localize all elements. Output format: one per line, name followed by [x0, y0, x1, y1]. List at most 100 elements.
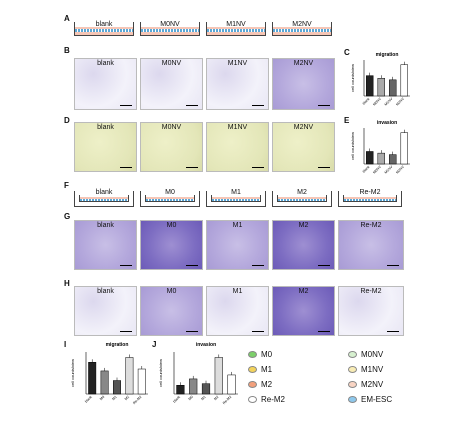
- invasion-chart-j: invasion cell counts/view blank M0 M1 M2 Re-M2: [158, 342, 238, 405]
- micrograph-h-re-m2: Re-M2: [338, 286, 404, 336]
- x-tick-label: Re-M2: [132, 395, 142, 405]
- bar: [125, 357, 134, 395]
- migration-chart-c: migration cell counts/view blank M0NV M1NV M2…: [350, 52, 410, 107]
- panel-label-c: C: [344, 48, 350, 57]
- legend-label: M1: [261, 365, 273, 374]
- chart-title: migration: [376, 52, 399, 58]
- panel-label-a: A: [64, 14, 70, 23]
- micrograph-d-m0nv: M0NV: [140, 122, 203, 172]
- bar: [389, 79, 397, 97]
- legend-item: M1: [248, 365, 272, 374]
- micrograph-b-blank: blank: [74, 58, 137, 110]
- chart-title: invasion: [377, 120, 397, 126]
- well-m0nv: M0NV: [140, 21, 200, 36]
- bar: [88, 362, 97, 395]
- legend-swatch: [348, 351, 357, 358]
- bar: [400, 132, 408, 165]
- y-axis-label: cell counts/view: [70, 359, 75, 387]
- micrograph-d-blank: blank: [74, 122, 137, 172]
- bar: [201, 383, 211, 395]
- legend-item: M2: [248, 380, 272, 389]
- x-tick-label: blank: [84, 395, 93, 404]
- bar: [227, 374, 236, 395]
- well-blank: blank: [74, 21, 134, 36]
- insert-re-m2: Re-M2: [338, 189, 402, 207]
- bar: [400, 64, 408, 97]
- micrograph-g-re-m2: Re-M2: [338, 220, 404, 270]
- x-tick-label: M2NV: [395, 164, 405, 174]
- bar: [189, 378, 198, 395]
- x-tick-label: M0: [99, 395, 105, 401]
- well-m1nv: M1NV: [206, 21, 266, 36]
- bar: [366, 75, 374, 97]
- x-tick-label: M0NV: [372, 96, 382, 106]
- x-tick-label: M0NV: [372, 164, 382, 174]
- micrograph-d-m1nv: M1NV: [206, 122, 269, 172]
- bar: [389, 154, 397, 165]
- bar: [377, 78, 385, 97]
- x-tick-label: M1NV: [384, 96, 394, 106]
- invasion-chart-e: invasion cell counts/view blank M0NV M1NV M2N…: [350, 120, 410, 175]
- legend: M0 M0NV M1 M1NV M2 M2NV Re-M2 EM-ESC: [248, 350, 458, 412]
- legend-item: Re-M2: [248, 395, 285, 404]
- micrograph-h-m2: M2: [272, 286, 335, 336]
- micrograph-d-m2nv: M2NV: [272, 122, 335, 172]
- panel-label-j: J: [152, 340, 157, 349]
- x-tick-label: M1: [200, 395, 206, 401]
- micrograph-h-blank: blank: [74, 286, 137, 336]
- legend-swatch: [348, 366, 357, 373]
- legend-item: M0NV: [348, 350, 383, 359]
- legend-swatch: [248, 381, 257, 388]
- panel-label-h: H: [64, 279, 70, 288]
- well-m2nv: M2NV: [272, 21, 332, 36]
- bar: [176, 385, 185, 395]
- x-tick-label: M1: [111, 395, 117, 401]
- bar: [377, 152, 385, 165]
- legend-label: M0: [261, 350, 273, 359]
- x-tick-label: blank: [362, 165, 371, 174]
- x-tick-label: M2NV: [395, 96, 405, 106]
- legend-label: M1NV: [361, 365, 384, 374]
- panel-label-f: F: [64, 181, 69, 190]
- legend-swatch: [248, 351, 257, 358]
- panel-label-i: I: [64, 340, 67, 349]
- y-axis-label: cell counts/view: [158, 359, 163, 387]
- legend-label: M0NV: [361, 350, 384, 359]
- micrograph-b-m0nv: M0NV: [140, 58, 203, 110]
- bar: [137, 368, 146, 395]
- legend-item: M0: [248, 350, 272, 359]
- legend-label: Re-M2: [261, 395, 286, 404]
- x-tick-label: blank: [172, 395, 181, 404]
- migration-chart-i: migration cell counts/view blank M0 M1 M2 Re-M…: [70, 342, 148, 405]
- x-tick-label: M2: [213, 395, 219, 401]
- micrograph-b-m2nv: M2NV: [272, 58, 335, 110]
- insert-m2: M2: [272, 189, 332, 207]
- legend-swatch: [348, 396, 357, 403]
- legend-item: M2NV: [348, 380, 383, 389]
- micrograph-g-blank: blank: [74, 220, 137, 270]
- micrograph-h-m0: M0: [140, 286, 203, 336]
- legend-item: EM-ESC: [348, 395, 392, 404]
- bar: [214, 357, 223, 395]
- chart-title: invasion: [196, 342, 216, 348]
- legend-label: M2: [261, 380, 273, 389]
- insert-m1: M1: [206, 189, 266, 207]
- x-tick-label: M0: [188, 395, 194, 401]
- legend-swatch: [248, 366, 257, 373]
- panel-label-e: E: [344, 116, 350, 125]
- y-axis-label: cell counts/view: [350, 132, 355, 160]
- bar: [113, 380, 121, 395]
- legend-swatch: [248, 396, 257, 403]
- micrograph-g-m0: M0: [140, 220, 203, 270]
- bar: [100, 370, 109, 395]
- micrograph-g-m1: M1: [206, 220, 269, 270]
- micrograph-g-m2: M2: [272, 220, 335, 270]
- insert-blank: blank: [74, 189, 134, 207]
- insert-m0: M0: [140, 189, 200, 207]
- x-tick-label: M1NV: [384, 164, 394, 174]
- legend-label: M2NV: [361, 380, 384, 389]
- bar: [366, 151, 374, 165]
- y-axis-label: cell counts/view: [350, 64, 355, 92]
- panel-label-g: G: [64, 212, 71, 221]
- micrograph-h-m1: M1: [206, 286, 269, 336]
